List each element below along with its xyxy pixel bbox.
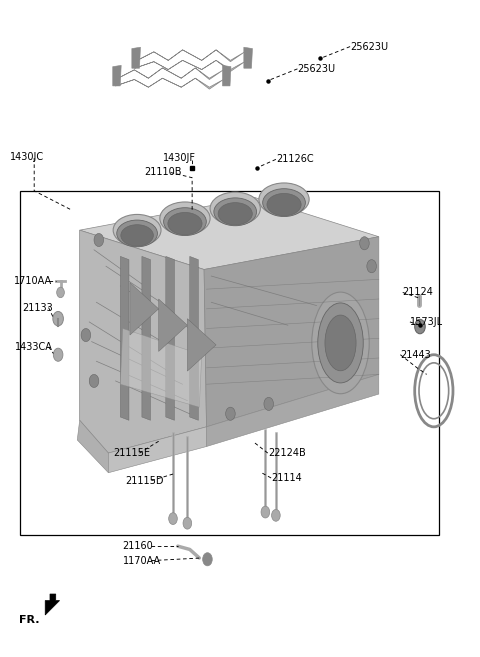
Polygon shape: [120, 328, 202, 407]
Polygon shape: [116, 68, 224, 89]
Ellipse shape: [160, 202, 210, 235]
Text: 1710AA: 1710AA: [14, 277, 52, 286]
Circle shape: [367, 260, 376, 273]
Polygon shape: [80, 197, 379, 269]
Circle shape: [226, 407, 235, 420]
Polygon shape: [80, 230, 206, 453]
Circle shape: [360, 237, 369, 250]
Ellipse shape: [113, 214, 161, 246]
Circle shape: [183, 517, 192, 529]
Polygon shape: [204, 237, 379, 427]
Text: 21110B: 21110B: [144, 168, 182, 177]
Circle shape: [53, 311, 63, 326]
Polygon shape: [132, 47, 141, 68]
Circle shape: [57, 287, 64, 298]
Bar: [20, 191, 439, 535]
Text: 25623U: 25623U: [298, 64, 336, 74]
Text: 1430JC: 1430JC: [10, 152, 44, 162]
Text: FR.: FR.: [19, 615, 39, 625]
Circle shape: [94, 233, 104, 246]
Polygon shape: [190, 256, 198, 420]
Ellipse shape: [121, 225, 154, 246]
Ellipse shape: [263, 189, 305, 217]
Polygon shape: [142, 256, 151, 420]
Polygon shape: [244, 47, 252, 68]
Ellipse shape: [325, 315, 356, 371]
Circle shape: [168, 512, 177, 524]
Polygon shape: [206, 374, 379, 447]
Ellipse shape: [117, 220, 157, 247]
Text: 22124B: 22124B: [268, 448, 305, 458]
Ellipse shape: [214, 198, 257, 226]
Ellipse shape: [210, 192, 260, 225]
Text: 1433CA: 1433CA: [15, 342, 53, 352]
Polygon shape: [223, 65, 231, 86]
Ellipse shape: [168, 212, 202, 235]
Polygon shape: [166, 256, 174, 420]
Circle shape: [261, 506, 270, 518]
Polygon shape: [77, 420, 108, 473]
Ellipse shape: [218, 202, 252, 225]
Text: 1430JF: 1430JF: [162, 153, 195, 163]
Text: 21133: 21133: [22, 302, 53, 313]
Circle shape: [264, 196, 274, 209]
Polygon shape: [120, 256, 129, 420]
Polygon shape: [130, 283, 158, 335]
Polygon shape: [108, 427, 206, 473]
Text: 21126C: 21126C: [276, 154, 313, 164]
Ellipse shape: [312, 292, 369, 394]
Text: 21114: 21114: [271, 473, 302, 483]
Circle shape: [81, 328, 91, 342]
Circle shape: [272, 509, 280, 521]
Circle shape: [53, 348, 63, 361]
Ellipse shape: [267, 193, 301, 215]
Polygon shape: [187, 319, 216, 371]
Text: 21124: 21124: [403, 288, 433, 298]
Polygon shape: [45, 594, 60, 615]
Text: 21160: 21160: [123, 541, 154, 551]
Text: 25623U: 25623U: [350, 41, 388, 52]
Polygon shape: [113, 65, 121, 86]
Text: 1170AA: 1170AA: [123, 556, 161, 566]
Ellipse shape: [318, 303, 363, 383]
Circle shape: [216, 204, 226, 217]
Ellipse shape: [259, 183, 309, 215]
Circle shape: [264, 397, 274, 411]
Text: 21443: 21443: [400, 350, 431, 360]
Ellipse shape: [164, 208, 206, 236]
Text: 21115D: 21115D: [125, 476, 164, 486]
Circle shape: [203, 553, 212, 566]
Circle shape: [415, 319, 425, 334]
Polygon shape: [135, 50, 245, 72]
Polygon shape: [158, 299, 187, 351]
Text: 21115E: 21115E: [113, 448, 150, 458]
Text: 1573JL: 1573JL: [410, 317, 443, 327]
Circle shape: [89, 374, 99, 388]
